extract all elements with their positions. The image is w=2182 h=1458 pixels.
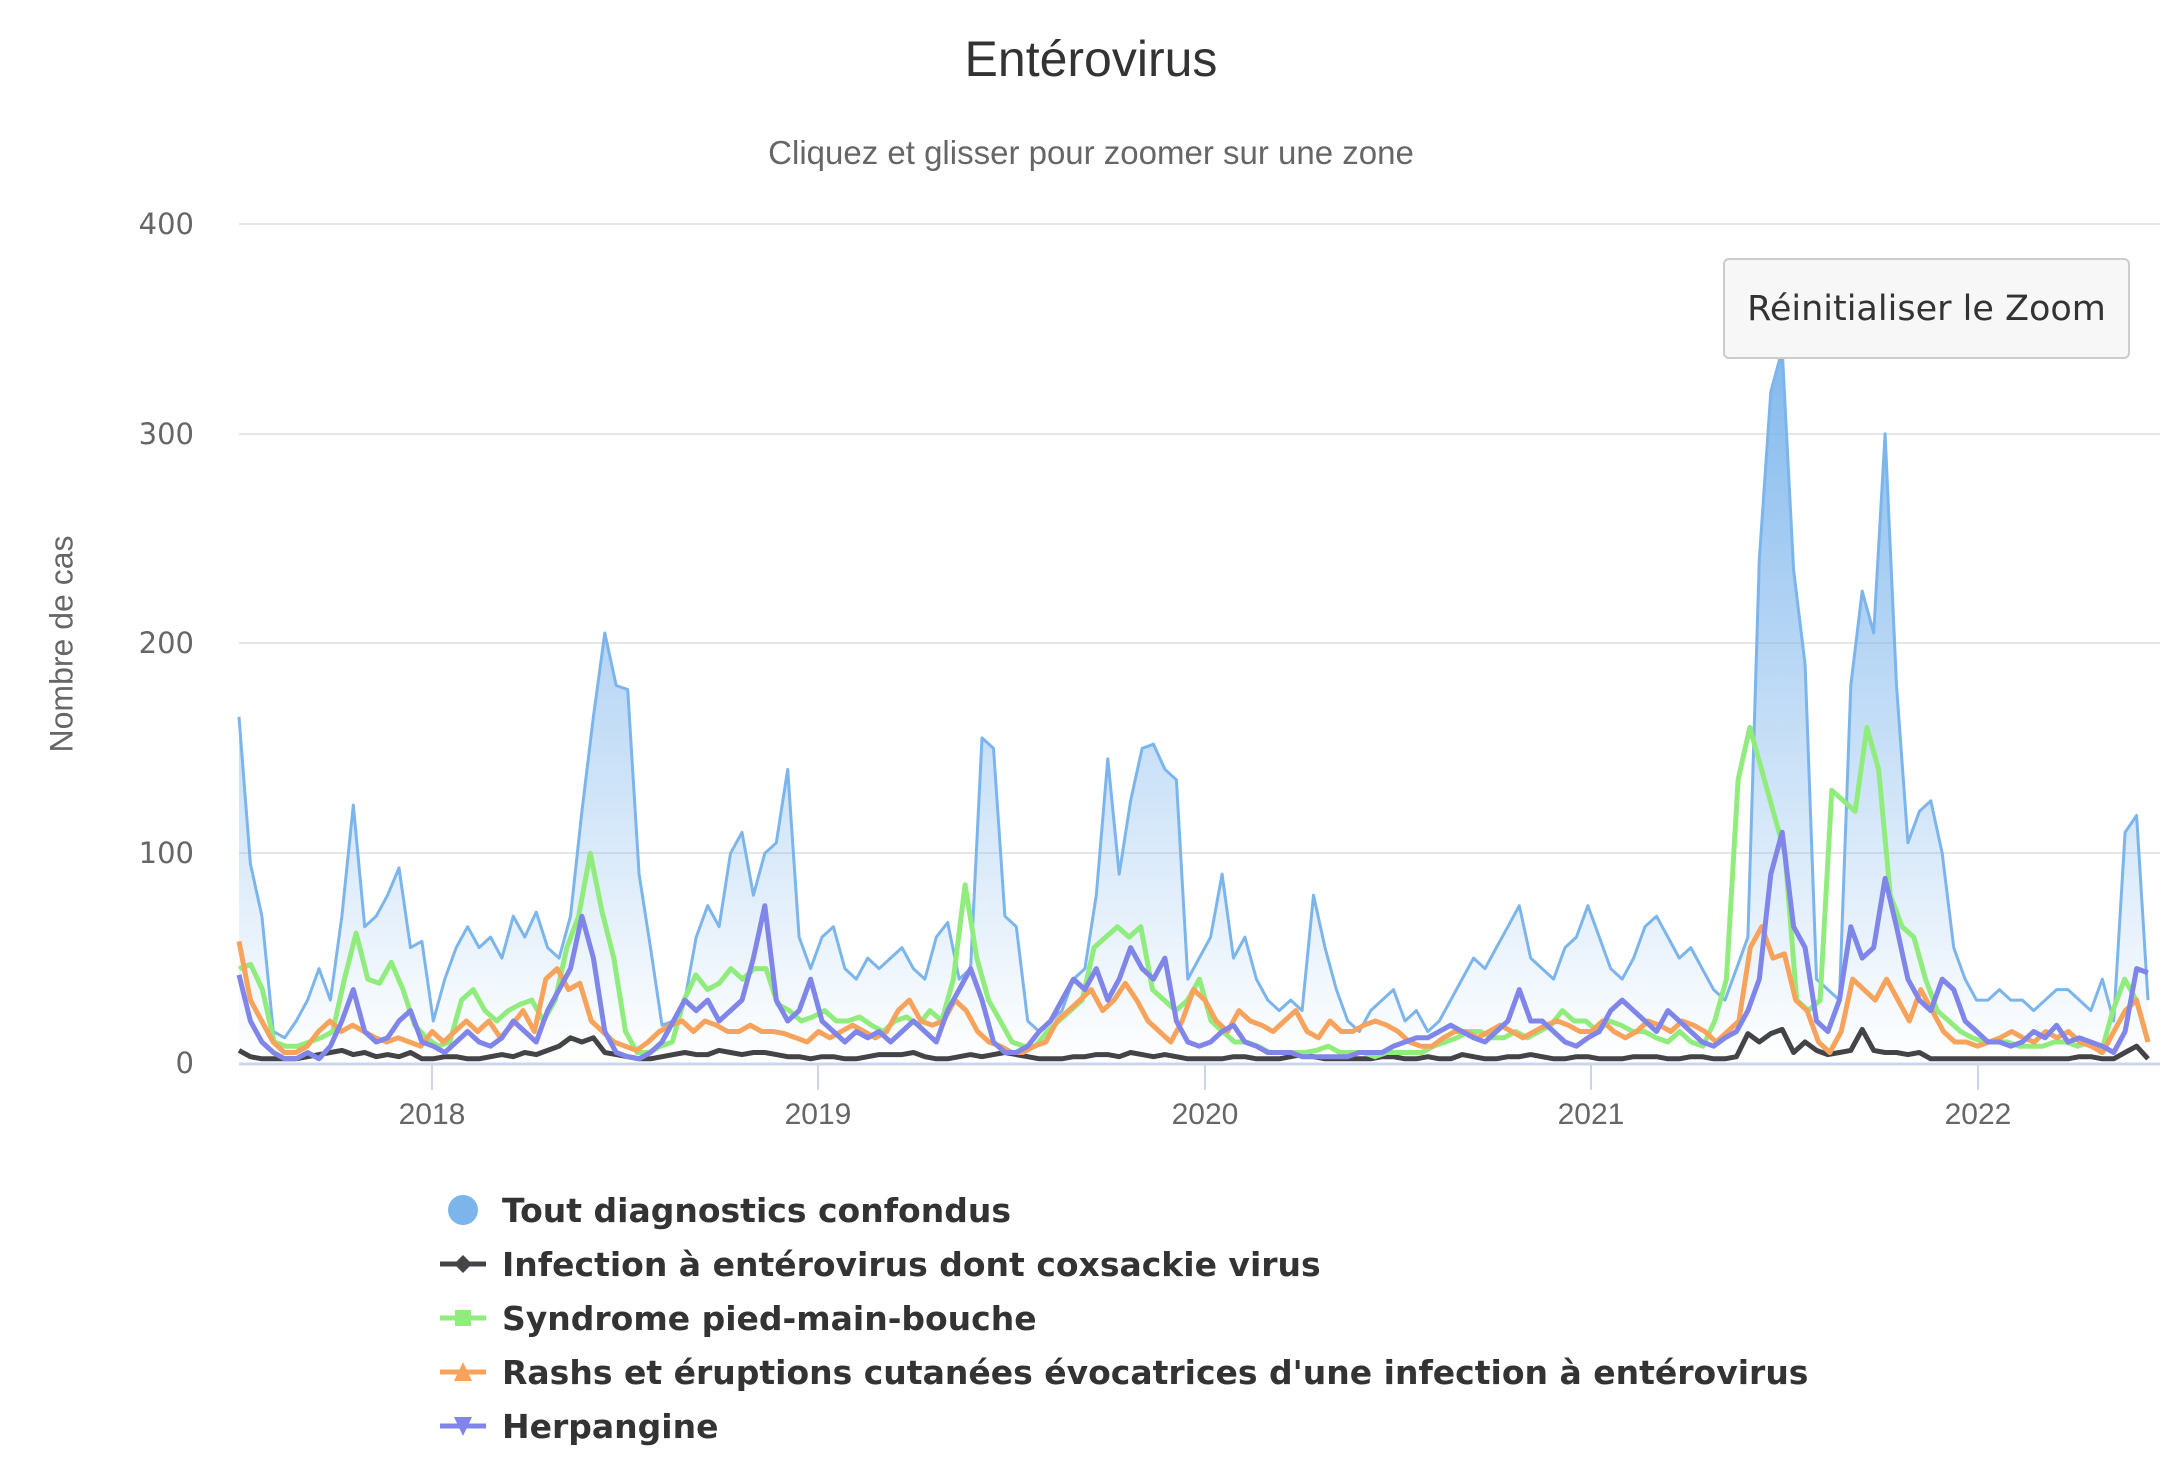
x-tick-2020: 2020 <box>1171 1098 1239 1131</box>
y-tick-400: 400 <box>138 207 194 241</box>
legend-label: Infection à entérovirus dont coxsackie v… <box>502 1244 1321 1284</box>
series-line-4[interactable] <box>236 829 2149 1062</box>
x-tick-2019: 2019 <box>784 1098 852 1131</box>
chart-subtitle: Cliquez et glisser pour zoomer sur une z… <box>768 134 1414 171</box>
reset-zoom-button[interactable]: Réinitialiser le Zoom <box>1723 258 2130 359</box>
legend-item-herpangina[interactable]: Herpangine <box>440 1399 1808 1453</box>
circle-marker-icon <box>440 1195 486 1225</box>
y-tick-100: 100 <box>138 836 194 870</box>
grid-lines <box>239 223 2160 854</box>
triangle-down-marker-icon <box>440 1411 486 1441</box>
series-layer[interactable] <box>236 348 2151 1063</box>
legend: Tout diagnostics confondus Infection à e… <box>440 1183 1808 1453</box>
legend-item-coxsackie[interactable]: Infection à entérovirus dont coxsackie v… <box>440 1237 1808 1291</box>
x-tick-2018: 2018 <box>398 1098 466 1131</box>
x-tick-2022: 2022 <box>1944 1098 2012 1131</box>
diamond-marker-icon <box>440 1249 486 1279</box>
y-tick-200: 200 <box>138 626 194 660</box>
x-tick-2021: 2021 <box>1557 1098 1625 1131</box>
y-tick-0: 0 <box>175 1046 194 1080</box>
legend-label: Herpangine <box>502 1406 719 1446</box>
legend-label: Syndrome pied-main-bouche <box>502 1298 1037 1338</box>
triangle-marker-icon <box>440 1357 486 1387</box>
legend-item-rashes[interactable]: Rashs et éruptions cutanées évocatrices … <box>440 1345 1808 1399</box>
x-axis <box>239 1062 2160 1090</box>
y-tick-300: 300 <box>138 417 194 451</box>
legend-item-hfmd[interactable]: Syndrome pied-main-bouche <box>440 1291 1808 1345</box>
series-line-3[interactable] <box>236 924 2151 1055</box>
legend-item-all-diagnostics[interactable]: Tout diagnostics confondus <box>440 1183 1808 1237</box>
legend-label: Tout diagnostics confondus <box>502 1190 1011 1230</box>
legend-label: Rashs et éruptions cutanées évocatrices … <box>502 1352 1809 1392</box>
chart-title: Entérovirus <box>964 31 1218 87</box>
series-line-0[interactable] <box>237 348 2150 1040</box>
square-marker-icon <box>440 1303 486 1333</box>
